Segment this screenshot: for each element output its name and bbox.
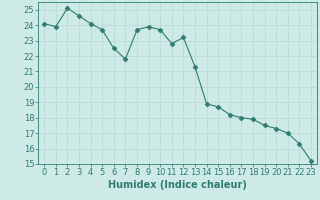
X-axis label: Humidex (Indice chaleur): Humidex (Indice chaleur): [108, 180, 247, 190]
